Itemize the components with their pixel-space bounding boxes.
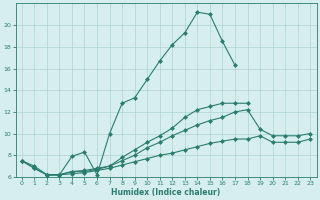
X-axis label: Humidex (Indice chaleur): Humidex (Indice chaleur) bbox=[111, 188, 221, 197]
